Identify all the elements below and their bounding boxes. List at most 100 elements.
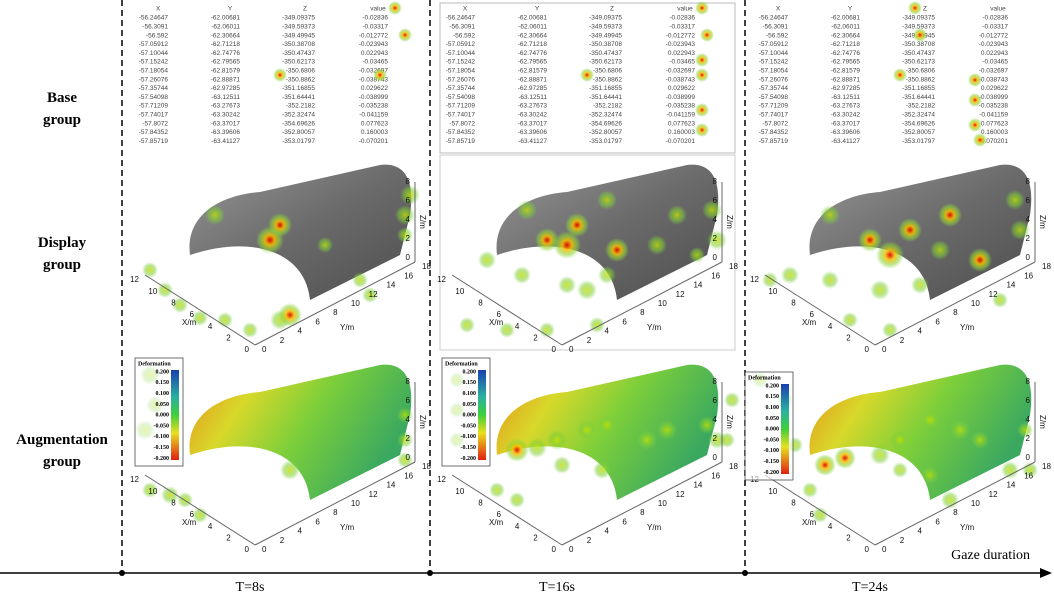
table-cell: -0.041159 xyxy=(666,112,695,119)
table-cell: -352.32474 xyxy=(589,112,622,119)
z-tick-label: 6 xyxy=(406,396,411,405)
z-axis-label: Z/m xyxy=(725,215,734,229)
z-tick-label: 6 xyxy=(1026,196,1031,205)
y-tick-label: 16 xyxy=(711,471,720,480)
z-axis-label: Z/m xyxy=(1038,415,1047,429)
y-tick-label: 0 xyxy=(262,545,267,554)
gaze-heat xyxy=(968,248,992,272)
table-header: value xyxy=(370,6,386,13)
y-tick-label: 18 xyxy=(729,462,738,471)
table-cell: -56.24647 xyxy=(759,15,789,22)
colorbar xyxy=(478,370,486,460)
table-cell: -352.32474 xyxy=(902,112,935,119)
x-tick-label: 4 xyxy=(515,522,520,531)
table-cell: -0.03317 xyxy=(669,24,695,31)
gaze-heat xyxy=(781,266,799,284)
colorbar-tick: 0.150 xyxy=(156,380,170,386)
gaze-heat xyxy=(577,280,597,300)
y-tick-label: 8 xyxy=(953,508,958,517)
table-cell: -350.38708 xyxy=(589,41,622,48)
x-tick-label: 2 xyxy=(846,333,851,342)
x-tick-label: 0 xyxy=(245,545,250,554)
table-cell: -352.2182 xyxy=(286,103,316,110)
table-cell: -56.3091 xyxy=(762,24,788,31)
x-axis xyxy=(452,475,562,545)
gaze-heat xyxy=(876,241,904,269)
gaze-heat xyxy=(657,420,677,440)
table-cell: -0.041159 xyxy=(979,112,1008,119)
x-axis-label: X/m xyxy=(802,518,817,527)
table-cell: -62.71218 xyxy=(518,41,548,48)
table-cell: -0.038743 xyxy=(979,76,1009,83)
table-cell: -57.84352 xyxy=(446,129,476,136)
table-cell: -63.12511 xyxy=(831,94,860,101)
y-tick-label: 2 xyxy=(900,536,905,545)
y-tick-label: 14 xyxy=(693,481,702,490)
y-tick-label: 6 xyxy=(622,317,627,326)
table-cell: -57.71209 xyxy=(139,103,169,110)
z-axis-label: Z/m xyxy=(1038,215,1047,229)
y-tick-label: 8 xyxy=(333,308,338,317)
table-header: Y xyxy=(848,6,853,13)
table-cell: -63.37017 xyxy=(831,120,861,127)
row-labels: BasegroupDisplaygroupAugmentationgroup xyxy=(16,90,108,470)
table-cell: -62.81579 xyxy=(211,68,241,75)
colorbar-tick: 0.100 xyxy=(766,405,780,411)
gaze-heat xyxy=(724,392,740,408)
table-cell: -350.47437 xyxy=(589,50,622,57)
colorbar-tick: -0.050 xyxy=(154,423,170,429)
x-tick-label: 10 xyxy=(455,287,464,296)
gaze-heat xyxy=(908,1,922,15)
table-cell: -57.26076 xyxy=(139,76,169,83)
gaze-heat xyxy=(558,276,576,294)
colorbar-tick: -0.150 xyxy=(154,445,170,451)
table-cell: -57.84352 xyxy=(759,129,789,136)
table-cell: -0.023943 xyxy=(359,41,389,48)
table-cell: -354.69626 xyxy=(282,120,315,127)
z-tick-label: 0 xyxy=(1026,453,1031,462)
colorbar-tick: 0.050 xyxy=(766,416,780,422)
gaze-heat xyxy=(553,456,571,474)
gaze-heat xyxy=(971,431,989,449)
table-header: value xyxy=(990,6,1006,13)
colorbar-tick: -0.100 xyxy=(154,434,170,440)
gaze-heat xyxy=(597,415,617,435)
y-tick-label: 0 xyxy=(569,345,574,354)
table-cell: -350.6806 xyxy=(593,68,623,75)
table-cell: -0.02836 xyxy=(982,15,1008,22)
table-cell: -62.74776 xyxy=(518,50,548,57)
table-cell: -350.62173 xyxy=(589,59,622,66)
colorbar-tick: -0.200 xyxy=(764,470,780,476)
gaze-heat xyxy=(205,205,225,225)
gaze-heat xyxy=(920,410,940,430)
table-header: value xyxy=(677,6,693,13)
table-cell: -57.85719 xyxy=(446,138,476,145)
y-tick-label: 8 xyxy=(953,308,958,317)
colorbar-tick: 0.000 xyxy=(156,413,170,419)
z-axis-label: Z/m xyxy=(418,415,427,429)
table-cell: -349.49945 xyxy=(282,32,315,39)
y-tick-label: 12 xyxy=(369,290,378,299)
gaze-heat xyxy=(719,432,735,448)
z-tick-label: 6 xyxy=(1026,396,1031,405)
x-tick-label: 4 xyxy=(828,522,833,531)
y-axis-label: Y/m xyxy=(340,323,355,332)
table-cell: -57.54098 xyxy=(446,94,476,101)
table-cell: -57.05912 xyxy=(139,41,169,48)
x-tick-label: 4 xyxy=(515,322,520,331)
table-cell: -62.00681 xyxy=(831,15,861,22)
x-tick-label: 12 xyxy=(130,475,139,484)
table-cell: -56.592 xyxy=(146,32,168,39)
table-cell: -349.59373 xyxy=(282,24,315,31)
table-cell: -352.80057 xyxy=(282,129,315,136)
x-axis-label: X/m xyxy=(489,518,504,527)
table-cell: -350.62173 xyxy=(282,59,315,66)
time-dot xyxy=(742,570,748,576)
y-tick-label: 6 xyxy=(935,517,940,526)
y-tick-label: 6 xyxy=(622,517,627,526)
table-cell: -0.032697 xyxy=(666,68,696,75)
y-tick-label: 14 xyxy=(1006,481,1015,490)
table-cell: -0.035238 xyxy=(979,103,1009,110)
